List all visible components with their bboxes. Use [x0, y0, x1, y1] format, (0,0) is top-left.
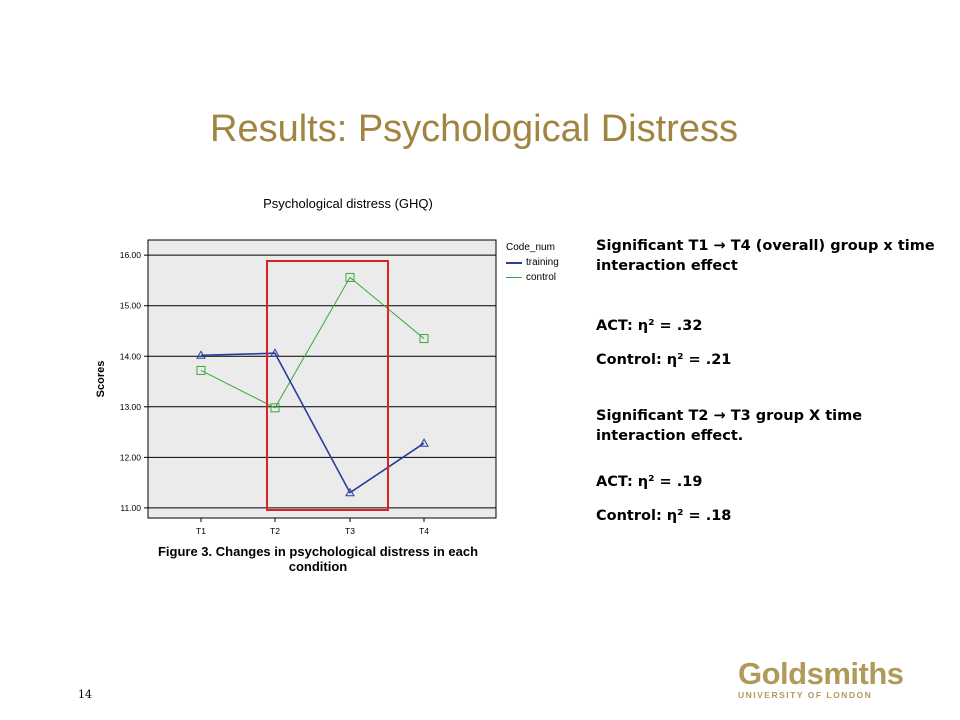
stat-t2t3-effect: Significant T2 → T3 group X time interac…	[596, 408, 863, 444]
point-training-T1	[196, 350, 206, 359]
y-tick-label-5: 16.00	[120, 250, 142, 260]
goldsmiths-logo: Goldsmiths UNIVERSITY OF LONDON	[738, 656, 904, 700]
figure-caption: Figure 3. Changes in psychological distr…	[157, 544, 479, 574]
point-control-T3	[345, 272, 355, 282]
y-tick-label-1: 12.00	[120, 452, 142, 462]
stat-overall-control: Control: η² = .21	[596, 352, 732, 368]
logo-subtitle: UNIVERSITY OF LONDON	[738, 690, 873, 700]
chart-legend: Code_num training control	[506, 240, 559, 285]
legend-swatch-training	[506, 261, 522, 264]
y-tick-label-4: 15.00	[120, 301, 142, 311]
legend-item-training: training	[506, 255, 559, 270]
y-tick-label-3: 14.00	[120, 351, 142, 361]
x-tick-label-0: T1	[196, 526, 206, 536]
point-control-T2	[270, 403, 280, 413]
stat-overall-act: ACT: η² = .32	[596, 318, 703, 334]
point-control-T1	[196, 365, 206, 375]
point-training-T3	[345, 487, 355, 497]
x-tick-label-1: T2	[270, 526, 280, 536]
page-number: 14	[78, 688, 92, 701]
y-tick-label-2: 13.00	[120, 402, 142, 412]
y-axis-label: Scores	[95, 361, 107, 398]
stat-t2t3-act: ACT: η² = .19	[596, 474, 703, 490]
highlight-box-t2-t3	[266, 260, 389, 511]
legend-swatch-control	[506, 277, 522, 278]
legend-item-control: control	[506, 270, 559, 285]
chart-title: Psychological distress (GHQ)	[263, 196, 433, 211]
logo-name: Goldsmiths	[738, 656, 904, 691]
x-tick-label-3: T4	[419, 526, 429, 536]
y-tick-label-0: 11.00	[120, 503, 141, 513]
point-control-T4	[419, 334, 429, 344]
stat-t2t3-control: Control: η² = .18	[596, 508, 732, 524]
legend-title: Code_num	[506, 242, 555, 253]
legend-label-training: training	[526, 257, 559, 268]
slide-title: Results: Psychological Distress	[210, 108, 738, 150]
legend-label-control: control	[526, 272, 557, 283]
x-tick-label-2: T3	[345, 526, 355, 536]
point-training-T2	[270, 348, 280, 357]
point-training-T4	[419, 438, 429, 447]
stat-overall-effect: Significant T1 → T4 (overall) group x ti…	[596, 238, 935, 274]
plot-area	[147, 239, 497, 519]
